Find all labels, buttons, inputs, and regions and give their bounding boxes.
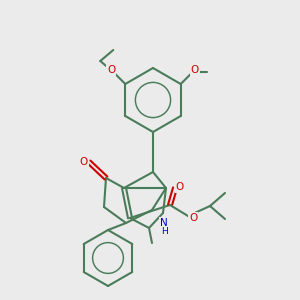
Text: H: H bbox=[160, 226, 167, 236]
Text: O: O bbox=[107, 65, 116, 75]
Text: O: O bbox=[80, 157, 88, 167]
Text: O: O bbox=[189, 213, 197, 223]
Text: O: O bbox=[190, 65, 199, 75]
Text: O: O bbox=[176, 182, 184, 192]
Text: N: N bbox=[160, 218, 168, 228]
